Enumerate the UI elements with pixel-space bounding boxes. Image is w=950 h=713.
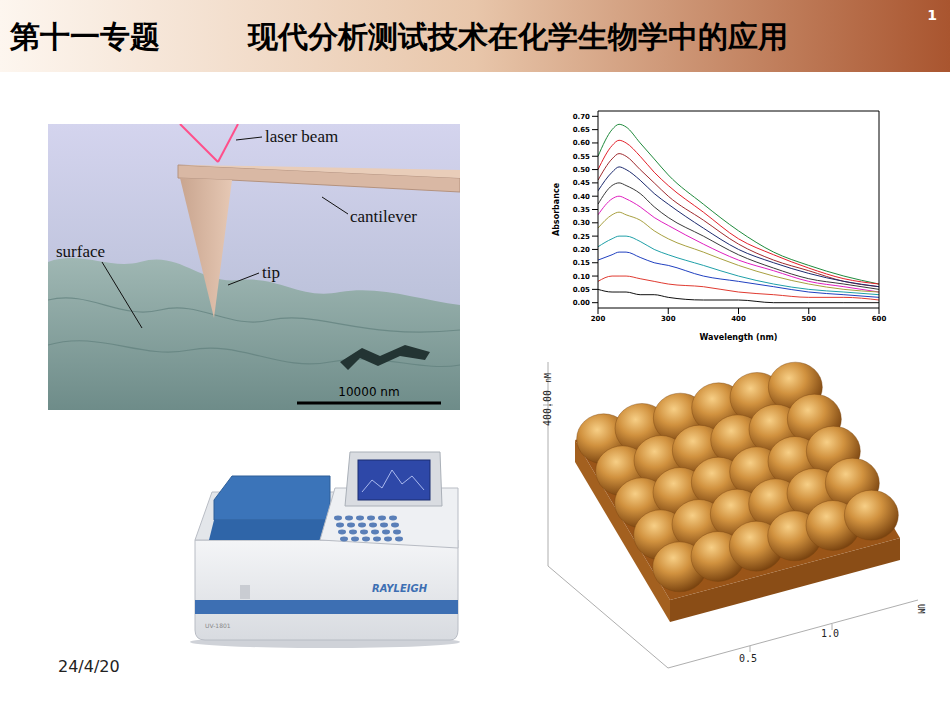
svg-text:0.15: 0.15 <box>573 259 590 267</box>
svg-text:nM: nM <box>544 373 553 383</box>
svg-text:laser beam: laser beam <box>265 127 338 146</box>
svg-text:400.00: 400.00 <box>542 390 553 426</box>
svg-text:24/4/20: 24/4/20 <box>58 657 120 676</box>
svg-text:UV-1801: UV-1801 <box>205 622 231 629</box>
svg-text:0.50: 0.50 <box>573 166 590 174</box>
svg-text:10000 nm: 10000 nm <box>338 385 399 399</box>
svg-text:tip: tip <box>262 263 280 282</box>
svg-text:0.55: 0.55 <box>573 153 590 161</box>
svg-text:0.20: 0.20 <box>573 246 590 254</box>
svg-text:Wavelength (nm): Wavelength (nm) <box>700 333 778 342</box>
svg-text:400: 400 <box>731 315 746 323</box>
svg-text:0.60: 0.60 <box>573 139 590 147</box>
svg-text:1.0: 1.0 <box>821 628 839 639</box>
svg-text:第十一专题: 第十一专题 <box>9 19 160 54</box>
svg-text:0.5: 0.5 <box>739 653 757 664</box>
svg-text:0.05: 0.05 <box>573 286 590 294</box>
svg-text:200: 200 <box>591 315 606 323</box>
svg-text:0.40: 0.40 <box>573 193 590 201</box>
svg-text:300: 300 <box>661 315 676 323</box>
svg-text:surface: surface <box>56 242 105 261</box>
svg-text:0.00: 0.00 <box>573 299 590 307</box>
svg-text:0.30: 0.30 <box>573 219 590 227</box>
svg-text:1: 1 <box>927 7 937 23</box>
svg-text:0.45: 0.45 <box>573 179 590 187</box>
svg-text:0.10: 0.10 <box>573 273 590 281</box>
svg-text:500: 500 <box>801 315 816 323</box>
svg-text:cantilever: cantilever <box>350 207 417 226</box>
svg-text:Absorbance: Absorbance <box>552 182 561 236</box>
svg-text:现代分析测试技术在化学生物学中的应用: 现代分析测试技术在化学生物学中的应用 <box>247 19 788 54</box>
svg-text:0.65: 0.65 <box>573 126 590 134</box>
svg-text:600: 600 <box>872 315 887 323</box>
svg-text:UM: UM <box>916 604 925 614</box>
svg-text:0.35: 0.35 <box>573 206 590 214</box>
svg-text:0.25: 0.25 <box>573 233 590 241</box>
svg-text:0.70: 0.70 <box>573 113 590 121</box>
svg-text:RAYLEIGH: RAYLEIGH <box>372 583 428 594</box>
